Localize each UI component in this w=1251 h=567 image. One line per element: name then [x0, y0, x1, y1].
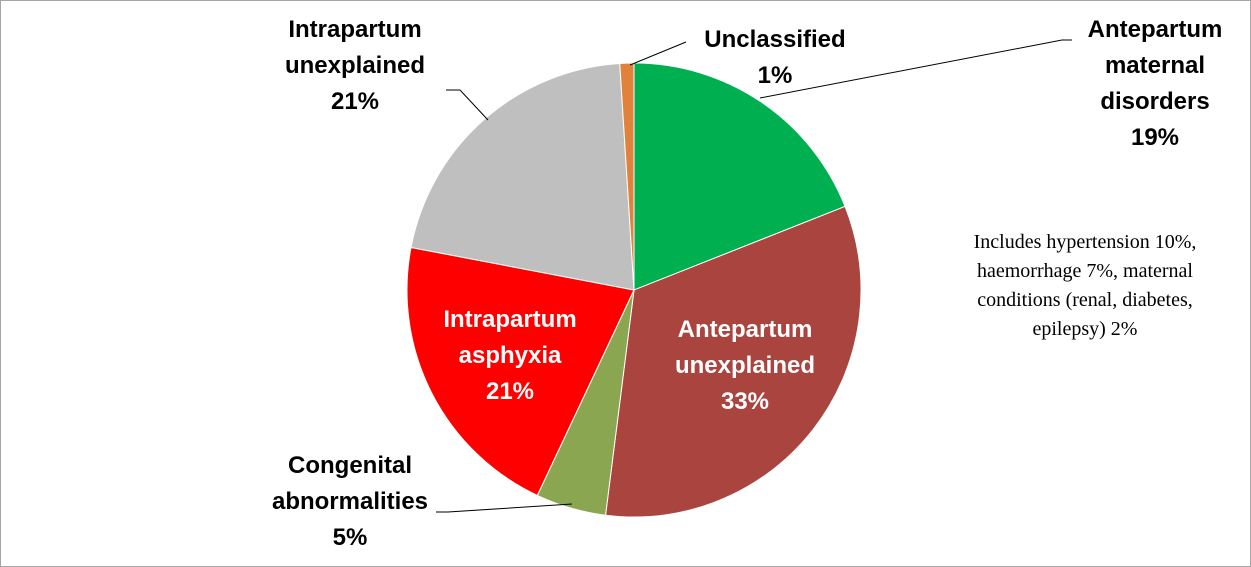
value-label: 1% — [757, 62, 793, 89]
category-label: Intrapartum unexplained — [284, 16, 426, 79]
slice-label: Intrapartum unexplained 21% — [255, 12, 455, 120]
pie-slice — [604, 205, 862, 518]
value-label: 5% — [332, 524, 368, 551]
value-label: 21% — [330, 88, 380, 115]
pie-slice — [633, 62, 846, 291]
pie-slice — [406, 246, 635, 497]
value-label: 21% — [485, 378, 535, 405]
value-label: 19% — [1130, 124, 1180, 151]
leader-line — [446, 89, 489, 121]
slice-label: Congenital abnormalities 5% — [240, 448, 460, 556]
value-label: 33% — [720, 388, 770, 415]
pie-slice — [410, 62, 635, 291]
leader-line — [436, 503, 573, 513]
slice-label: Antepartum maternal disorders 19% — [1070, 12, 1240, 156]
leader-line — [759, 39, 1072, 99]
category-label: Antepartum unexplained — [674, 316, 816, 379]
leader-lines — [436, 39, 1072, 513]
slice-label: Antepartum unexplained 33% — [645, 312, 845, 420]
category-label: Congenital abnormalities — [271, 452, 429, 515]
slice-label: Intrapartum asphyxia 21% — [425, 302, 595, 410]
leader-line — [629, 41, 687, 66]
pie — [406, 62, 862, 518]
annotation: Includes hypertension 10%, haemorrhage 7… — [973, 231, 1197, 340]
category-label: Intrapartum asphyxia — [443, 306, 577, 369]
slice-label: Unclassified 1% — [680, 22, 870, 94]
category-label: Unclassified — [704, 26, 846, 53]
category-label: Antepartum maternal disorders — [1087, 16, 1223, 115]
